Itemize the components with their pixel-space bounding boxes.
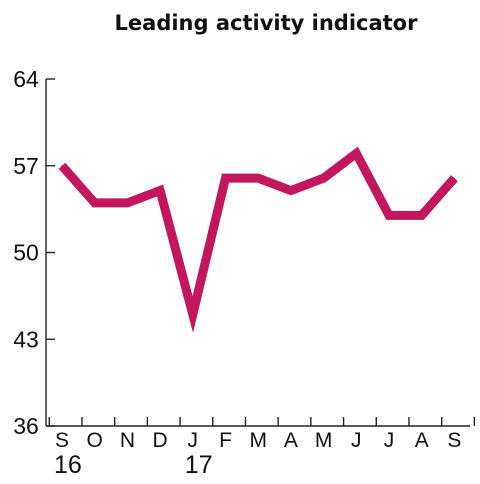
series-layer: [58, 146, 458, 333]
x-tick-label: J: [188, 429, 199, 452]
y-tick-label: 36: [13, 413, 39, 439]
data-point: [421, 214, 423, 216]
data-point: [290, 189, 292, 192]
year-label: 16: [54, 451, 82, 479]
y-tick-label: 50: [13, 240, 39, 266]
data-point: [355, 152, 357, 154]
data-point: [388, 214, 390, 216]
x-tick-label: J: [351, 429, 362, 452]
data-point: [159, 189, 161, 192]
data-point: [323, 177, 325, 179]
chart-title: Leading activity indicator: [115, 11, 419, 35]
x-tick-label: S: [447, 429, 461, 452]
x-tick-label: N: [120, 429, 135, 452]
data-point: [94, 202, 96, 204]
x-tick-label: M: [249, 429, 267, 452]
series-line: [58, 146, 458, 333]
y-axis-ticks: 36 43 50 57 64: [13, 66, 55, 439]
x-axis-ticks: S O N D J F M A M J J A S16 17: [48, 417, 476, 479]
x-tick-label: A: [415, 429, 429, 452]
data-point: [453, 177, 455, 179]
x-tick-label: S: [55, 429, 69, 452]
y-tick-label: 57: [13, 153, 39, 179]
x-tick-label: A: [284, 429, 298, 452]
data-point: [257, 177, 259, 179]
x-tick-label: O: [87, 429, 103, 452]
x-tick-label: D: [153, 429, 168, 452]
data-point: [224, 177, 227, 179]
x-tick-label: J: [384, 429, 395, 452]
x-tick-label: M: [315, 429, 333, 452]
year-label: 17: [185, 451, 213, 479]
y-tick-label: 64: [13, 66, 39, 92]
data-point: [192, 313, 194, 316]
data-point: [61, 165, 63, 167]
y-tick-label: 43: [13, 326, 39, 352]
data-point: [126, 202, 128, 204]
x-tick-label: F: [219, 429, 232, 452]
